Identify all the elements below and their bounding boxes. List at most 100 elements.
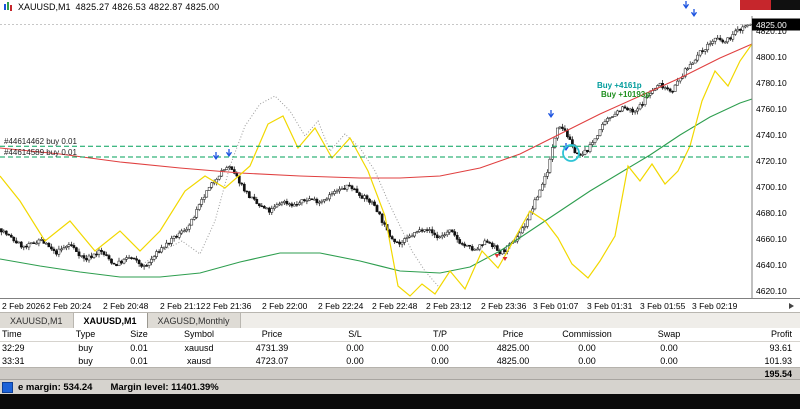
chart-type-icon (4, 2, 12, 11)
order-cell: 4825.00 (496, 343, 530, 353)
order-cell: 0.01 (130, 343, 148, 353)
order-cell: 93.61 (769, 343, 792, 353)
buy-arrow-icon (690, 9, 698, 17)
order-cell: xausd (186, 356, 212, 366)
yellow-overlay-line (0, 43, 753, 297)
buy-arrow-icon (212, 152, 220, 160)
titlebar-red-button[interactable] (740, 0, 771, 10)
price-axis-label: 4760.10 (756, 104, 787, 114)
chart-symbol-period: XAUUSD,M1 (18, 2, 71, 12)
order-cell: 0.00 (578, 356, 596, 366)
column-header[interactable]: Time (2, 329, 22, 339)
order-cell: 0.00 (578, 343, 596, 353)
time-axis-label: 3 Feb 01:31 (587, 301, 633, 311)
green-ma-line (0, 98, 753, 278)
price-axis-label: 4620.10 (756, 286, 787, 296)
order-row[interactable]: 32:29 buy 0.01 xauusd 4731.39 0.00 0.00 4825.00… (0, 342, 800, 355)
total-profit-row: 195.54 (0, 367, 800, 380)
buy-arrow-icon (547, 110, 555, 118)
price-axis-label: 4720.10 (756, 156, 787, 166)
red-ma-line (0, 43, 753, 179)
open-position-label: #44614462 buy 0.01 (4, 137, 78, 146)
price-axis-label: 4780.10 (756, 78, 787, 88)
price-axis-label: 4740.10 (756, 130, 787, 140)
trade-profit-annotation: Buy +4161p (597, 81, 642, 90)
free-margin-text: e margin: 534.24 (18, 382, 93, 393)
order-cell: 0.00 (431, 343, 449, 353)
price-axis-label: 4680.10 (756, 208, 787, 218)
column-header[interactable]: Profit (770, 329, 792, 339)
time-axis-label: 2 Feb 23:36 (481, 301, 527, 311)
highlight-circle (562, 144, 580, 162)
order-cell: 4723.07 (255, 356, 289, 366)
sell-mark-icon (502, 257, 508, 261)
trade-profit-annotation: Buy +10193p (601, 90, 650, 99)
price-axis-label: 4700.10 (756, 182, 787, 192)
order-cell: xauusd (184, 343, 214, 353)
order-cell: buy (78, 343, 93, 353)
chart-tab-2[interactable]: XAGUSD,Monthly (147, 313, 241, 329)
time-axis-label: 2 Feb 22:48 (372, 301, 418, 311)
column-header[interactable]: Price (502, 329, 524, 339)
time-axis-label: 2 Feb 21:36 (206, 301, 252, 311)
timeline-scroll-arrow-icon[interactable] (789, 303, 794, 309)
column-header[interactable]: Size (130, 329, 148, 339)
chart-ohlc-values: 4825.27 4826.53 4822.87 4825.00 (75, 2, 220, 12)
time-axis-label: 2 Feb 21:12 (160, 301, 206, 311)
order-cell: 0.00 (346, 343, 364, 353)
window-controls (740, 0, 800, 10)
order-cell: 0.00 (346, 356, 364, 366)
time-axis-label: 2 Feb 22:00 (262, 301, 308, 311)
chart-title-bar: XAUUSD,M1 4825.27 4826.53 4822.87 4825.0… (3, 2, 219, 12)
price-axis-label: 4640.10 (756, 260, 787, 270)
time-axis-label: 2 Feb 20:24 (46, 301, 92, 311)
sell-mark-icon (494, 254, 500, 258)
order-cell: 33:31 (2, 356, 25, 366)
current-price-label: 4825.00 (756, 20, 787, 30)
order-cell: 4731.39 (255, 343, 289, 353)
connection-status-icon (2, 382, 13, 393)
price-axis-label: 4800.10 (756, 52, 787, 62)
order-cell: 0.01 (130, 356, 148, 366)
chart-tab-0[interactable]: XAUUSD,M1 (0, 313, 74, 329)
taskbar-strip (0, 394, 800, 409)
order-cell: 32:29 (2, 343, 25, 353)
open-position-label: #44614589 buy 0.01 (4, 148, 78, 157)
order-cell: 0.00 (431, 356, 449, 366)
price-axis-label: 4660.10 (756, 234, 787, 244)
order-row[interactable]: 33:31 buy 0.01 xausd 4723.07 0.00 0.00 4825.00 0… (0, 355, 800, 368)
time-axis-label: 3 Feb 01:07 (533, 301, 579, 311)
column-header[interactable]: Type (75, 329, 96, 339)
time-axis-label: 2 Feb 2026 (2, 301, 46, 311)
margin-level-text: Margin level: 11401.39% (110, 382, 219, 393)
column-header[interactable]: Commission (562, 329, 612, 339)
price-chart[interactable]: #44614462 buy 0.01 #44614589 buy 0.01 Buy … (0, 0, 800, 298)
buy-arrow-icon (225, 149, 233, 157)
order-cell: buy (78, 356, 93, 366)
time-axis[interactable]: 2 Feb 2026 2 Feb 20:24 2 Feb 20:48 2 Feb 21… (0, 298, 800, 313)
time-axis-label: 2 Feb 23:12 (426, 301, 472, 311)
titlebar-black-area (771, 0, 800, 10)
price-axis-label: 4820.10 (756, 26, 787, 36)
buy-arrow-icon (682, 1, 690, 9)
current-price-box (752, 18, 800, 31)
trade-table-header: Time Type Size Symbol Price S/L T/P Price Commis… (0, 328, 800, 342)
total-profit-value: 195.54 (764, 369, 792, 379)
status-bar: e margin: 534.24 Margin level: 11401.39% (0, 379, 800, 395)
column-header[interactable]: Swap (657, 329, 681, 339)
column-header[interactable]: Symbol (183, 329, 214, 339)
chart-tab-1[interactable]: XAUUSD,M1 (73, 313, 148, 329)
time-axis-label: 3 Feb 02:19 (692, 301, 738, 311)
column-header[interactable]: Price (261, 329, 283, 339)
time-axis-label: 2 Feb 22:24 (318, 301, 364, 311)
column-header[interactable]: T/P (432, 329, 447, 339)
order-cell: 101.93 (764, 356, 792, 366)
order-cell: 0.00 (660, 356, 678, 366)
trade-table: Time Type Size Symbol Price S/L T/P Price Commis… (0, 328, 800, 368)
time-axis-label: 3 Feb 01:55 (640, 301, 686, 311)
order-cell: 0.00 (660, 343, 678, 353)
column-header[interactable]: S/L (348, 329, 362, 339)
chart-tab-bar: XAUUSD,M1 XAUUSD,M1 XAGUSD,Monthly (0, 312, 800, 329)
time-axis-label: 2 Feb 20:48 (103, 301, 149, 311)
